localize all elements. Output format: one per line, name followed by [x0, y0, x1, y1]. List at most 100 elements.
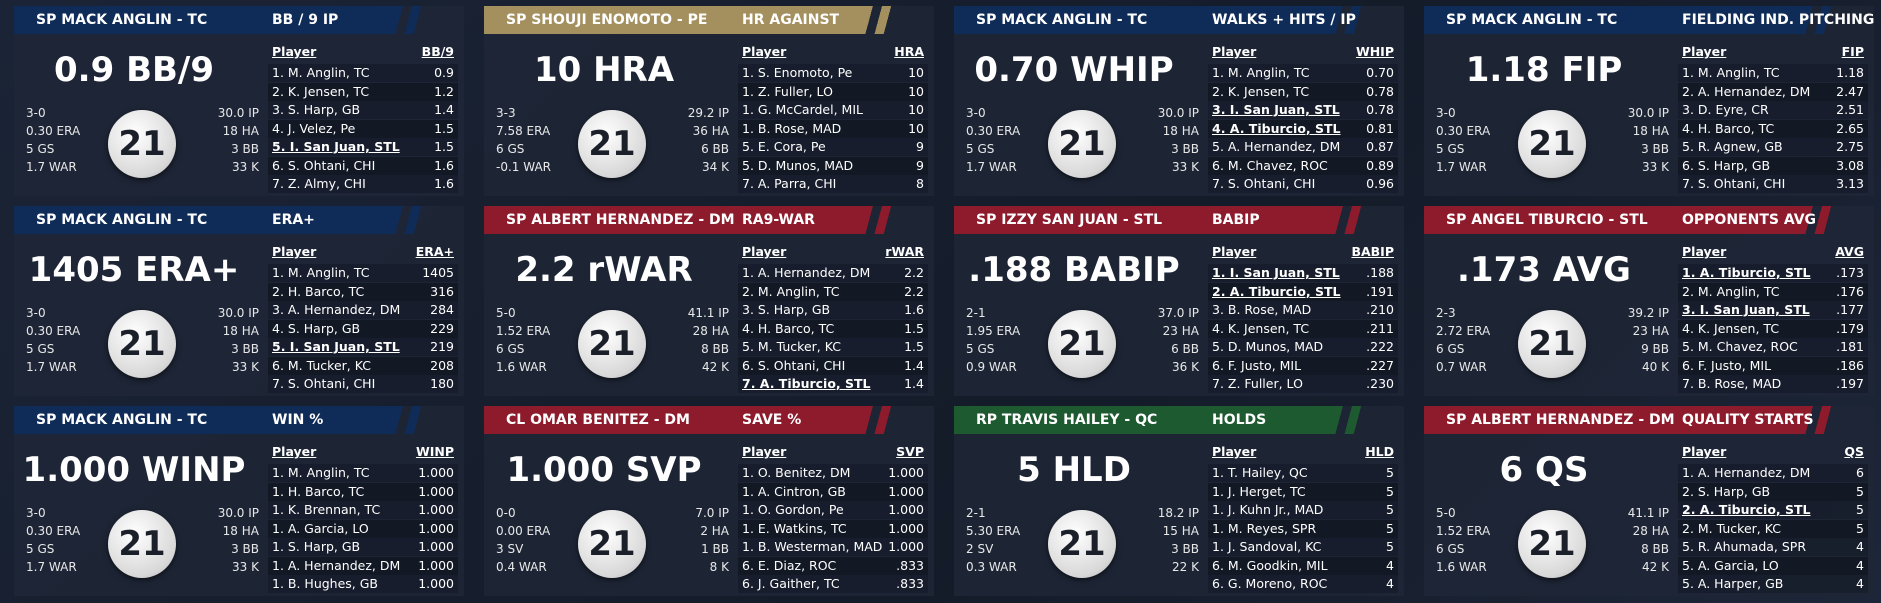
- row-player: 6. S. Harp, GB: [1682, 157, 1771, 173]
- row-value: 4: [1856, 576, 1864, 591]
- header-stat: BABIP: [1212, 212, 1260, 228]
- row-player: 2. K. Jensen, TC: [272, 83, 370, 99]
- season-stat: 2-1: [966, 306, 986, 320]
- row-value: 1.6: [434, 157, 454, 173]
- table-row: 6. S. Ohtani, CHI 1.6: [268, 156, 458, 175]
- table-row: 1. A. Hernandez, DM 2.2: [738, 264, 928, 282]
- table-row: 4. H. Barco, TC 1.5: [738, 319, 928, 338]
- row-player: 2. H. Barco, TC: [272, 283, 365, 299]
- table-header: Player: [1682, 244, 1727, 259]
- big-stat: 0.70 WHIP: [974, 50, 1174, 90]
- stat-panel: SP MACK ANGLIN - TC BB / 9 IP 0.9 BB/9 3-0 0…: [14, 6, 464, 196]
- row-player: 4. H. Barco, TC: [1682, 120, 1775, 136]
- row-value: 208: [430, 357, 454, 373]
- row-player: 2. A. Hernandez, DM: [1682, 83, 1811, 99]
- table-row: 2. H. Barco, TC 316: [268, 282, 458, 301]
- season-stat: 5 GS: [1436, 142, 1465, 156]
- table-row: 4. A. Tiburcio, STL 0.81: [1208, 119, 1398, 138]
- row-player: 1. M. Anglin, TC: [272, 265, 370, 280]
- season-stat: 1.6 WAR: [496, 360, 547, 374]
- season-stat: 6 BB: [1171, 342, 1199, 356]
- season-stat: 5 GS: [26, 342, 55, 356]
- season-stat: 1.7 WAR: [966, 160, 1017, 174]
- row-value: 10: [908, 120, 924, 136]
- season-stat: 3 BB: [231, 342, 259, 356]
- table-row: 1. J. Herget, TC 5: [1208, 482, 1398, 501]
- row-player: 3. I. San Juan, STL: [1682, 302, 1810, 317]
- row-value: .186: [1836, 357, 1864, 373]
- big-stat: 1405 ERA+: [28, 250, 240, 290]
- season-stat: 5 GS: [966, 142, 995, 156]
- panel-header: RP TRAVIS HAILEY - QC HOLDS: [954, 406, 1404, 434]
- row-value: 1.000: [418, 557, 454, 573]
- season-stat: 0.30 ERA: [26, 324, 81, 338]
- table-row: 1. M. Reyes, SPR 5: [1208, 519, 1398, 538]
- big-stat: 1.000 WINP: [22, 450, 246, 490]
- row-value: 1.000: [418, 502, 454, 517]
- season-stat: 3 BB: [1171, 542, 1199, 556]
- season-stat: 22 K: [1172, 560, 1199, 574]
- table-row: 7. Z. Almy, CHI 1.6: [268, 175, 458, 193]
- season-stat: 0.3 WAR: [966, 560, 1017, 574]
- header-player: SP MACK ANGLIN - TC: [36, 212, 208, 228]
- big-stat: 0.9 BB/9: [54, 50, 214, 90]
- season-stat: 3 BB: [231, 142, 259, 156]
- game-logo: 21: [578, 110, 646, 178]
- season-stat: 42 K: [1642, 560, 1669, 574]
- header-stat: WALKS + HITS / IP: [1212, 12, 1356, 28]
- season-stat: 0.30 ERA: [26, 124, 81, 138]
- row-player: 3. B. Rose, MAD: [1212, 302, 1312, 317]
- table-row: 2. A. Hernandez, DM 2.47: [1678, 82, 1868, 101]
- row-player: 5. R. Agnew, GB: [1682, 139, 1783, 154]
- table-header: FIP: [1841, 44, 1864, 59]
- table-row: 6. E. Diaz, ROC .833: [738, 556, 928, 575]
- header-player: SP MACK ANGLIN - TC: [36, 12, 208, 28]
- row-player: 6. F. Justo, MIL: [1682, 357, 1772, 373]
- season-stat: 2 SV: [966, 542, 994, 556]
- row-value: 1.5: [904, 320, 924, 336]
- season-stat: 28 HA: [1632, 524, 1669, 538]
- stat-panel: SP MACK ANGLIN - TC ERA+ 1405 ERA+ 3-0 0.30 …: [14, 206, 464, 396]
- season-stat: 2 HA: [700, 524, 729, 538]
- row-player: 6. M. Tucker, KC: [272, 357, 371, 373]
- row-value: 1.18: [1836, 65, 1864, 80]
- game-logo: 21: [108, 310, 176, 378]
- row-value: .227: [1366, 357, 1394, 373]
- season-stat: 30.0 IP: [1157, 106, 1199, 120]
- big-stat: 6 QS: [1499, 450, 1589, 490]
- header-stat: RA9-WAR: [742, 212, 815, 228]
- row-value: 219: [430, 339, 454, 354]
- season-stat: 0.00 ERA: [496, 524, 551, 538]
- season-stat: 18 HA: [222, 524, 259, 538]
- row-value: .197: [1836, 376, 1864, 391]
- season-stat: 8 BB: [1641, 542, 1669, 556]
- header-stat: BB / 9 IP: [272, 12, 339, 28]
- season-stat: 40 K: [1642, 360, 1669, 374]
- row-value: 1.000: [888, 520, 924, 536]
- row-player: 1. Z. Fuller, LO: [742, 83, 833, 99]
- row-player: 1. T. Hailey, QC: [1212, 465, 1308, 480]
- season-stat: 6 GS: [1436, 542, 1465, 556]
- row-player: 2. K. Jensen, TC: [1212, 83, 1310, 99]
- row-player: 6. G. Moreno, ROC: [1212, 576, 1328, 591]
- table-row: 7. S. Ohtani, CHI 180: [268, 375, 458, 393]
- season-stat: 0-0: [496, 506, 516, 520]
- table-header: ERA+: [415, 244, 454, 259]
- panel-header: CL OMAR BENITEZ - DM SAVE %: [484, 406, 934, 434]
- row-value: 0.9: [434, 65, 454, 80]
- table-row: 6. F. Justo, MIL .227: [1208, 356, 1398, 375]
- panel-header: SP MACK ANGLIN - TC BB / 9 IP: [14, 6, 464, 34]
- big-stat: 5 HLD: [1017, 450, 1131, 490]
- season-stat: 1.52 ERA: [496, 324, 551, 338]
- table-row: 5. I. San Juan, STL 219: [268, 338, 458, 356]
- table-header: Player: [742, 244, 787, 259]
- table-row: 2. M. Anglin, TC .176: [1678, 282, 1868, 301]
- row-value: .179: [1836, 320, 1864, 336]
- table-row: 1. Z. Fuller, LO 10: [738, 82, 928, 101]
- row-player: 4. S. Harp, GB: [272, 320, 361, 336]
- table-row: 4. H. Barco, TC 2.65: [1678, 119, 1868, 138]
- row-value: 8: [916, 176, 924, 191]
- season-stat: 7.0 IP: [695, 506, 729, 520]
- row-player: 1. S. Harp, GB: [272, 539, 361, 554]
- table-row: 7. A. Parra, CHI 8: [738, 175, 928, 193]
